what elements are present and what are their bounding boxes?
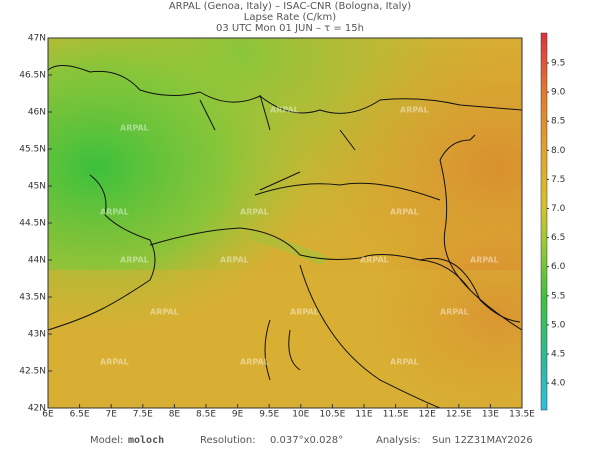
header-line: Lapse Rate (C/km) [244, 12, 336, 23]
colorbar-label: 7.0 [551, 204, 566, 214]
colorbar-label: 6.0 [551, 262, 566, 272]
lon-label: 10E [292, 410, 309, 420]
footer-value: Sun 12Z31MAY2026 [432, 435, 533, 446]
colorbar-label: 4.0 [551, 379, 566, 389]
lat-label: 44N [28, 256, 46, 266]
footer-label: Model: [90, 435, 123, 446]
lon-label: 6.5E [70, 410, 90, 420]
lon-label: 13E [482, 410, 499, 420]
colorbar-label: 6.5 [551, 233, 565, 243]
colorbar-label: 8.0 [551, 146, 566, 156]
footer-value: moloch [128, 435, 164, 446]
lat-label: 44.5N [19, 219, 46, 229]
watermark: ARPAL [150, 308, 179, 317]
colorbar-label: 9.5 [551, 59, 565, 69]
watermark: ARPAL [120, 124, 149, 133]
watermark: ARPAL [240, 358, 269, 367]
lon-label: 11.5E [383, 410, 409, 420]
lon-label: 8.5E [196, 410, 216, 420]
lon-label: 7.5E [133, 410, 153, 420]
lon-label: 11E [355, 410, 372, 420]
watermark: ARPAL [100, 358, 129, 367]
colorbar-label: 7.5 [551, 175, 565, 185]
watermark: ARPAL [120, 256, 149, 265]
watermark: ARPAL [270, 106, 299, 115]
colorbar [540, 32, 548, 411]
colorbar-label: 9.0 [551, 88, 566, 98]
header-line: 03 UTC Mon 01 JUN – τ = 15h [216, 23, 364, 34]
watermark: ARPAL [100, 208, 129, 217]
footer-label: Resolution: [200, 435, 256, 446]
lon-label: 9.5E [259, 410, 279, 420]
lon-label: 10.5E [320, 410, 346, 420]
colorbar-label: 5.5 [551, 291, 565, 301]
lon-label: 13.5E [509, 410, 535, 420]
watermark: ARPAL [240, 208, 269, 217]
lat-label: 47N [28, 34, 46, 44]
watermark: ARPAL [220, 256, 249, 265]
lon-label: 12.5E [446, 410, 472, 420]
lat-label: 43N [28, 330, 46, 340]
watermark: ARPAL [400, 106, 429, 115]
lat-label: 45N [28, 182, 46, 192]
lat-label: 42N [28, 404, 46, 414]
watermark: ARPAL [470, 256, 499, 265]
footer-label: Analysis: [376, 435, 421, 446]
lon-label: 7E [105, 410, 117, 420]
lon-label: 12E [419, 410, 436, 420]
lon-label: 6E [42, 410, 54, 420]
colorbar-label: 8.5 [551, 117, 565, 127]
colorbar-label: 4.5 [551, 350, 565, 360]
lat-label: 43.5N [19, 293, 46, 303]
lat-label: 45.5N [19, 145, 46, 155]
watermark: ARPAL [360, 256, 389, 265]
map-field [48, 38, 522, 408]
lat-label: 42.5N [19, 367, 46, 377]
lat-label: 46N [28, 108, 46, 118]
lon-label: 9E [232, 410, 244, 420]
colorbar-label: 5.0 [551, 320, 566, 330]
lon-label: 8E [169, 410, 181, 420]
lat-label: 46.5N [19, 71, 46, 81]
watermark: ARPAL [440, 308, 469, 317]
footer-value: 0.037°x0.028° [270, 435, 343, 446]
watermark: ARPAL [390, 208, 419, 217]
header-line: ARPAL (Genoa, Italy) – ISAC-CNR (Bologna… [169, 1, 411, 12]
watermark: ARPAL [390, 358, 419, 367]
watermark: ARPAL [290, 308, 319, 317]
borders [47, 65, 523, 409]
